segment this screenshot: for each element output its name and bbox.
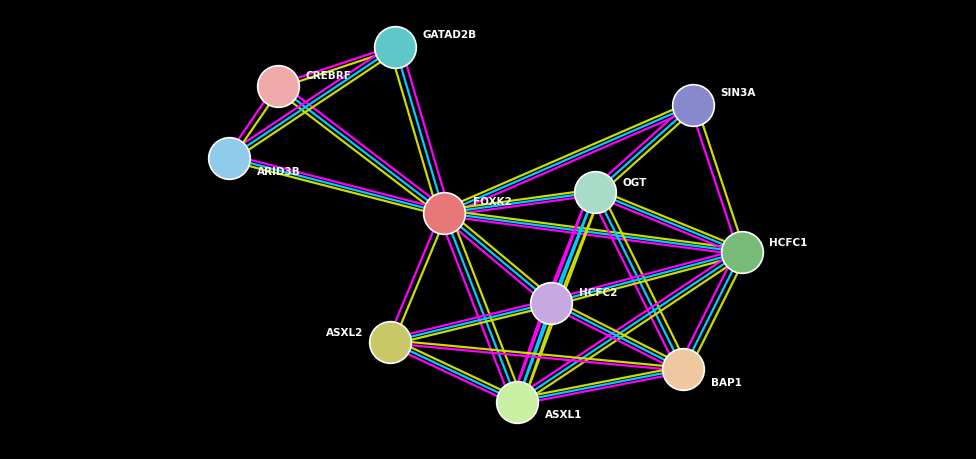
Point bbox=[734, 249, 750, 256]
Point bbox=[383, 338, 398, 346]
Text: HCFC2: HCFC2 bbox=[579, 288, 617, 298]
Text: SIN3A: SIN3A bbox=[720, 88, 755, 98]
Point bbox=[509, 398, 525, 405]
Point bbox=[387, 45, 403, 52]
Text: HCFC1: HCFC1 bbox=[769, 237, 807, 247]
Text: FOXK2: FOXK2 bbox=[473, 197, 512, 207]
Point bbox=[675, 366, 691, 373]
Text: BAP1: BAP1 bbox=[711, 377, 742, 387]
Text: GATAD2B: GATAD2B bbox=[423, 30, 476, 40]
Text: ASXL2: ASXL2 bbox=[326, 327, 363, 337]
Text: ASXL1: ASXL1 bbox=[545, 409, 582, 420]
Point bbox=[544, 299, 559, 307]
Text: OGT: OGT bbox=[623, 178, 647, 188]
Text: CREBRF: CREBRF bbox=[305, 71, 351, 81]
Point bbox=[436, 210, 452, 217]
Text: ARID3B: ARID3B bbox=[257, 166, 301, 176]
Point bbox=[685, 102, 701, 109]
Point bbox=[588, 189, 603, 196]
Point bbox=[270, 84, 286, 91]
Point bbox=[222, 155, 237, 162]
